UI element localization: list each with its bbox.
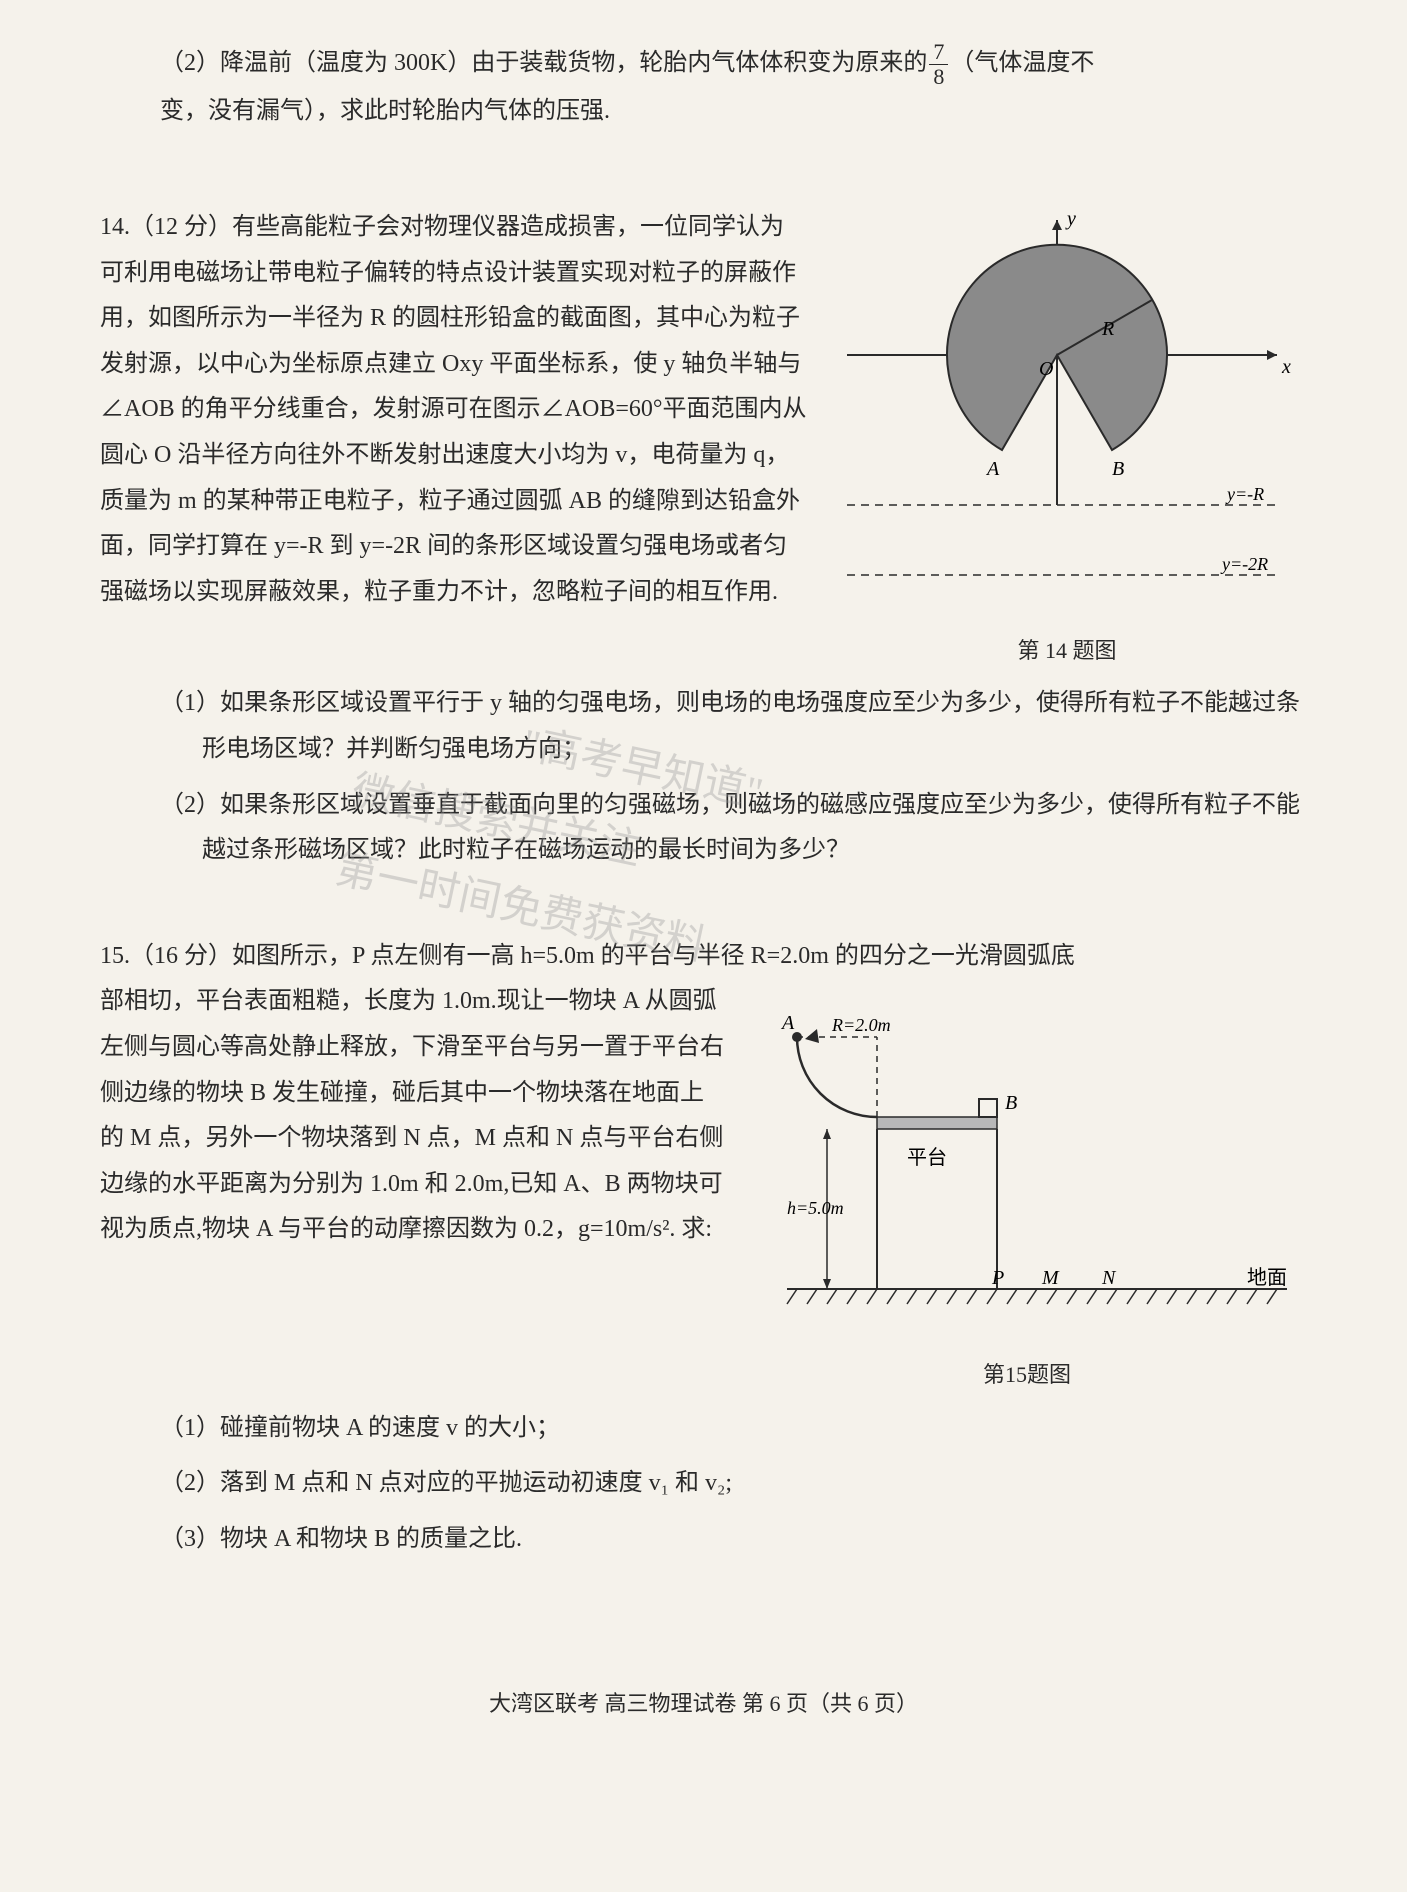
q15-intro-text: 如图所示，P 点左侧有一高 h=5.0m 的平台与半径 R=2.0m 的四分之一…: [232, 943, 1075, 969]
q13-part2-text-b: （气体温度不: [950, 50, 1094, 76]
q15-figure-caption: 第15题图: [747, 1354, 1307, 1396]
h-arrow-top: [823, 1129, 831, 1139]
x-arrow: [1267, 350, 1277, 360]
arc-arrow: [805, 1029, 819, 1043]
a-label: A: [780, 1012, 795, 1034]
q13-part2-text-c: 变，没有漏气），求此时轮胎内气体的压强.: [160, 98, 610, 124]
q15-sub1-label: （1）: [160, 1415, 220, 1441]
m-label: M: [1041, 1267, 1060, 1289]
b-label: B: [1005, 1092, 1017, 1114]
q15-sub3-text: 物块 A 和物块 B 的质量之比.: [220, 1526, 522, 1552]
q14-points: （12 分）: [130, 214, 232, 240]
q14-sub2: （2）如果条形区域设置垂直于截面向里的匀强磁场，则磁场的磁感应强度应至少为多少，…: [160, 783, 1307, 874]
q14-svg: y x O R A B y=-R y=-2R: [827, 205, 1307, 605]
a-label: A: [985, 458, 1000, 480]
y-arrow: [1052, 220, 1062, 230]
q15-sub1: （1）碰撞前物块 A 的速度 v 的大小；: [160, 1406, 1307, 1452]
q15-intro-line: 15.（16 分）如图所示，P 点左侧有一高 h=5.0m 的平台与半径 R=2…: [100, 934, 1307, 980]
h-arrow-bot: [823, 1279, 831, 1289]
h-label: h=5.0m: [787, 1198, 844, 1218]
ground-hatch: [787, 1289, 1277, 1304]
q15-number: 15.: [100, 943, 130, 969]
fraction-7-8: 78: [929, 40, 948, 89]
q14-sub1-label: （1）: [160, 690, 220, 716]
q14-body: 有些高能粒子会对物理仪器造成损害，一位同学认为可利用电磁场让带电粒子偏转的特点设…: [100, 214, 806, 605]
q15-sub2-label: （2）: [160, 1470, 220, 1496]
p-label: P: [991, 1267, 1004, 1289]
fraction-num: 7: [929, 40, 948, 65]
y-label: y: [1065, 208, 1076, 230]
yr-label: y=-R: [1225, 484, 1264, 504]
footer: 大湾区联考 高三物理试卷 第 6 页（共 6 页）: [100, 1683, 1307, 1725]
q14-number: 14.: [100, 214, 130, 240]
q13-part2-label: （2）: [160, 50, 220, 76]
question-14: 14.（12 分）有些高能粒子会对物理仪器造成损害，一位同学认为可利用电磁场让带…: [100, 205, 1307, 874]
q14-text-block: 14.（12 分）有些高能粒子会对物理仪器造成损害，一位同学认为可利用电磁场让带…: [100, 205, 807, 615]
q15-sub3-label: （3）: [160, 1526, 220, 1552]
q15-sub1-text: 碰撞前物块 A 的速度 v 的大小；: [220, 1415, 560, 1441]
q14-figure: y x O R A B y=-R y=-2R 第 14 题图: [827, 205, 1307, 671]
block-b: [979, 1099, 997, 1117]
q15-sub3: （3）物块 A 和物块 B 的质量之比.: [160, 1517, 1307, 1563]
q15-sub2-text: 落到 M 点和 N 点对应的平抛运动初速度 v₁ 和 v₂;: [220, 1470, 732, 1496]
b-label: B: [1112, 458, 1124, 480]
y2r-label: y=-2R: [1220, 554, 1268, 574]
q15-figure: A R=2.0m B 平台 h=5.0m P M N 地面 第15题图: [747, 1009, 1307, 1395]
platform-label: 平台: [907, 1146, 947, 1169]
ground-label: 地面: [1247, 1266, 1287, 1289]
question-15: 15.（16 分）如图所示，P 点左侧有一高 h=5.0m 的平台与半径 R=2…: [100, 934, 1307, 1563]
x-label: x: [1281, 356, 1291, 378]
q13-part2-line2: 变，没有漏气），求此时轮胎内气体的压强.: [160, 89, 1307, 135]
q14-figure-caption: 第 14 题图: [827, 630, 1307, 672]
q15-body: 部相切，平台表面粗糙，长度为 1.0m.现让一物块 A 从圆弧左侧与圆心等高处静…: [100, 988, 724, 1242]
q14-sub2-text: 如果条形区域设置垂直于截面向里的匀强磁场，则磁场的磁感应强度应至少为多少，使得所…: [202, 792, 1300, 864]
o-label: O: [1039, 358, 1053, 380]
r-label: R=2.0m: [831, 1015, 891, 1035]
q14-sub2-label: （2）: [160, 792, 220, 818]
platform-top: [877, 1117, 997, 1129]
q14-sub1-text: 如果条形区域设置平行于 y 轴的匀强电场，则电场的电场强度应至少为多少，使得所有…: [202, 690, 1300, 762]
q15-sub2: （2）落到 M 点和 N 点对应的平抛运动初速度 v₁ 和 v₂;: [160, 1461, 1307, 1507]
q15-text-block: 部相切，平台表面粗糙，长度为 1.0m.现让一物块 A 从圆弧左侧与圆心等高处静…: [100, 979, 727, 1253]
q15-svg: A R=2.0m B 平台 h=5.0m P M N 地面: [747, 1009, 1307, 1329]
fraction-den: 8: [929, 65, 948, 89]
q13-part2: （2）降温前（温度为 300K）由于装载货物，轮胎内气体体积变为原来的78（气体…: [160, 40, 1307, 135]
q15-points: （16 分）: [130, 943, 232, 969]
r-label: R: [1101, 318, 1114, 340]
q13-part2-text-a: 降温前（温度为 300K）由于装载货物，轮胎内气体体积变为原来的: [220, 50, 927, 76]
n-label: N: [1101, 1267, 1117, 1289]
arc: [797, 1037, 877, 1117]
q14-sub1: （1）如果条形区域设置平行于 y 轴的匀强电场，则电场的电场强度应至少为多少，使…: [160, 681, 1307, 772]
